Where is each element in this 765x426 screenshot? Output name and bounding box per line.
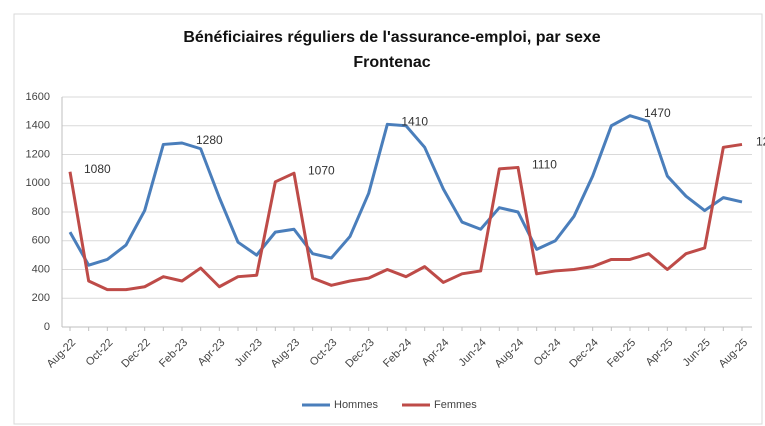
y-tick-label: 1600 bbox=[26, 91, 50, 103]
y-tick-label: 600 bbox=[32, 235, 50, 247]
data-label: 1270 bbox=[756, 135, 765, 149]
y-tick-label: 1400 bbox=[26, 120, 50, 132]
data-label: 1070 bbox=[308, 163, 335, 177]
data-label: 1280 bbox=[196, 133, 223, 147]
data-line bbox=[68, 142, 743, 292]
chart-subtitle: Frontenac bbox=[353, 54, 430, 71]
legend-label: Hommes bbox=[334, 399, 379, 411]
data-line bbox=[68, 114, 743, 267]
y-tick-label: 800 bbox=[32, 206, 50, 218]
legend-label: Femmes bbox=[434, 399, 477, 411]
y-tick-label: 1200 bbox=[26, 148, 50, 160]
y-tick-label: 200 bbox=[32, 292, 50, 304]
data-label: 1470 bbox=[644, 106, 671, 120]
data-label: 1110 bbox=[532, 158, 557, 172]
chart-title: Bénéficiaires réguliers de l'assurance-e… bbox=[183, 29, 600, 46]
y-tick-label: 1000 bbox=[26, 177, 50, 189]
data-label: 1080 bbox=[84, 162, 111, 176]
y-tick-label: 0 bbox=[44, 321, 50, 333]
y-tick-label: 400 bbox=[32, 263, 50, 275]
data-label: 1410 bbox=[401, 114, 428, 128]
